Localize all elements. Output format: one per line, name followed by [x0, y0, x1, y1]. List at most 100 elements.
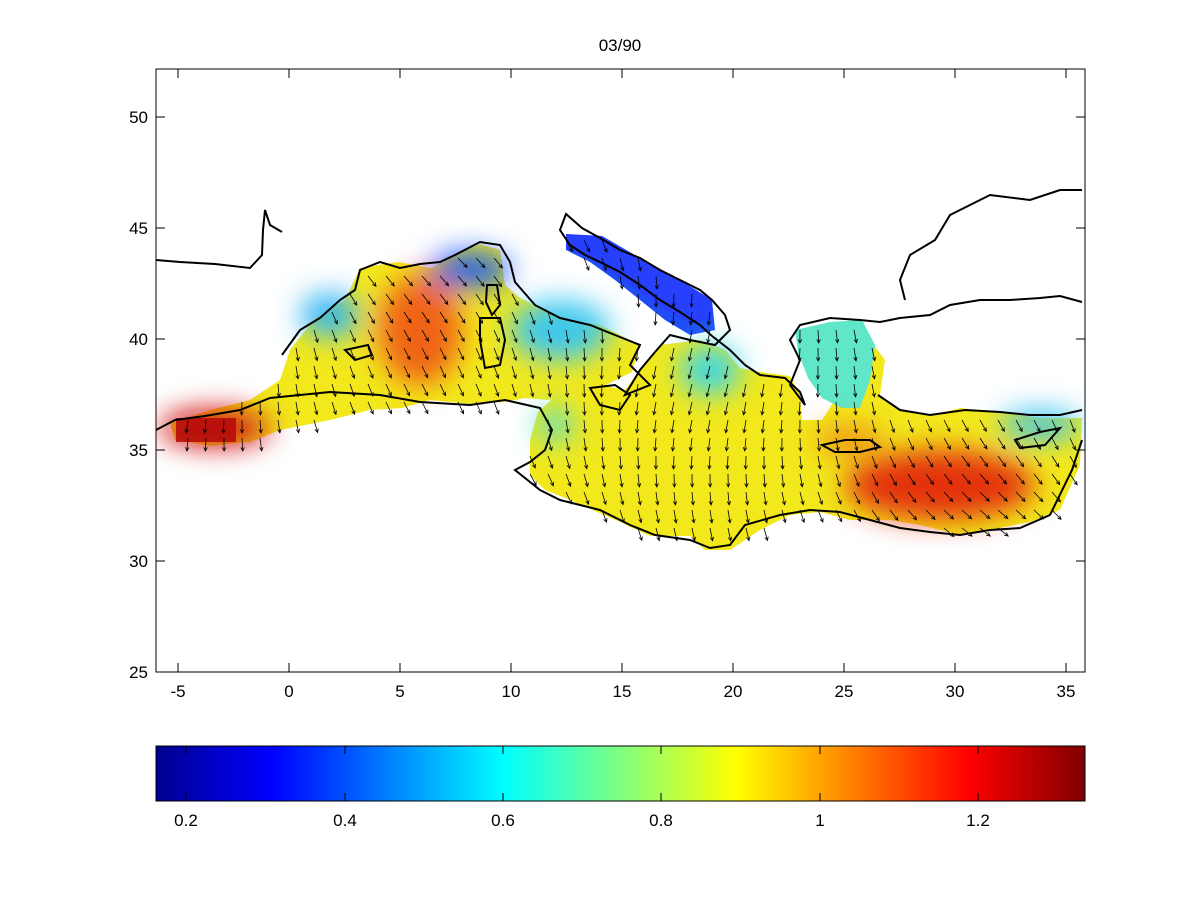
current-arrow [778, 383, 783, 398]
y-tick-label: 25 [129, 663, 148, 682]
current-arrow [925, 491, 935, 503]
current-arrow [1015, 419, 1023, 433]
current-arrow [619, 509, 625, 524]
current-arrow [725, 455, 730, 470]
speed-field [160, 234, 1082, 550]
current-arrow [687, 347, 693, 362]
current-arrow [723, 383, 729, 398]
current-arrow [907, 473, 916, 486]
current-arrow [385, 329, 393, 343]
current-arrow [1069, 419, 1076, 433]
speed-low-ligurian [430, 252, 510, 288]
colorbar-tick-marks [185, 746, 979, 801]
current-arrow [259, 437, 264, 452]
current-arrow [653, 455, 659, 470]
current-arrow [475, 383, 482, 397]
current-arrow [907, 455, 915, 469]
current-arrow [547, 365, 552, 380]
current-arrow [781, 491, 786, 506]
current-arrow [493, 275, 503, 288]
current-arrow [655, 491, 660, 506]
current-arrow [403, 329, 411, 343]
current-arrow [979, 491, 990, 502]
current-arrow [979, 437, 988, 450]
current-arrow [367, 329, 375, 343]
current-arrow [617, 419, 622, 434]
current-arrow [799, 473, 804, 488]
current-arrow [547, 419, 553, 434]
current-arrow [1051, 419, 1058, 433]
current-arrow [493, 365, 500, 380]
current-arrow [439, 293, 449, 306]
current-arrow [961, 419, 969, 433]
current-arrow [457, 329, 465, 343]
current-arrow [367, 275, 377, 288]
current-arrow [634, 347, 639, 362]
speed-low-gulf-of-lions [300, 293, 360, 337]
current-arrow [403, 383, 410, 397]
colorbar-tick-label: 0.4 [333, 811, 357, 830]
current-arrow [565, 491, 572, 505]
current-arrow [797, 419, 802, 434]
current-arrow [762, 473, 767, 488]
current-arrow [688, 311, 694, 326]
current-arrow [779, 419, 784, 434]
current-arrow [853, 419, 858, 434]
current-arrow [601, 473, 607, 488]
current-arrow [1051, 509, 1062, 520]
coastlines [156, 189, 1083, 550]
current-arrow [600, 437, 605, 452]
current-arrows [184, 239, 1078, 542]
colorbar-tick-label: 0.8 [649, 811, 673, 830]
current-arrow [636, 473, 642, 488]
current-arrow [403, 401, 411, 415]
coastline-iberia-north [156, 209, 283, 270]
current-arrow [853, 401, 858, 416]
current-arrow [1033, 491, 1044, 503]
current-arrow [295, 383, 300, 398]
current-arrow [600, 419, 605, 434]
current-arrow [439, 329, 447, 343]
current-arrow [979, 419, 987, 433]
current-arrow [653, 437, 658, 452]
current-arrow [726, 473, 731, 488]
current-arrow [618, 455, 623, 470]
current-arrow [617, 401, 622, 416]
current-arrow [761, 437, 766, 452]
current-arrow [403, 311, 412, 324]
current-arrow [672, 491, 678, 506]
current-arrow [670, 401, 675, 416]
current-arrow [582, 365, 587, 380]
current-arrow [943, 437, 951, 451]
colorbar-tick-label: 0.6 [491, 811, 515, 830]
current-arrow [778, 401, 784, 416]
current-arrow [670, 437, 676, 452]
current-arrow [723, 401, 729, 416]
current-arrow [475, 329, 483, 343]
current-arrow [961, 509, 973, 520]
current-arrow [439, 347, 447, 361]
current-arrow [669, 383, 675, 398]
current-arrow [799, 491, 805, 506]
current-arrow [475, 311, 483, 324]
current-arrow [705, 347, 711, 362]
current-arrow [583, 437, 588, 452]
current-arrow [726, 491, 731, 506]
current-arrow [798, 455, 804, 470]
current-arrow [529, 311, 536, 325]
current-arrow [439, 383, 446, 397]
x-tick-label: 5 [395, 682, 404, 701]
coastline-corsica [484, 284, 502, 317]
current-arrow [547, 383, 552, 398]
current-arrow [258, 401, 263, 416]
current-arrow [599, 401, 604, 416]
current-arrow [961, 473, 971, 485]
current-arrow [599, 383, 604, 398]
current-arrow [1051, 455, 1060, 468]
current-arrow [349, 329, 356, 343]
speed-low-sicily-channel [537, 407, 573, 443]
current-arrow [653, 311, 658, 326]
current-arrow [547, 347, 552, 362]
y-tick-labels: 25 30 35 40 45 50 [129, 108, 148, 682]
current-arrow [529, 329, 535, 344]
